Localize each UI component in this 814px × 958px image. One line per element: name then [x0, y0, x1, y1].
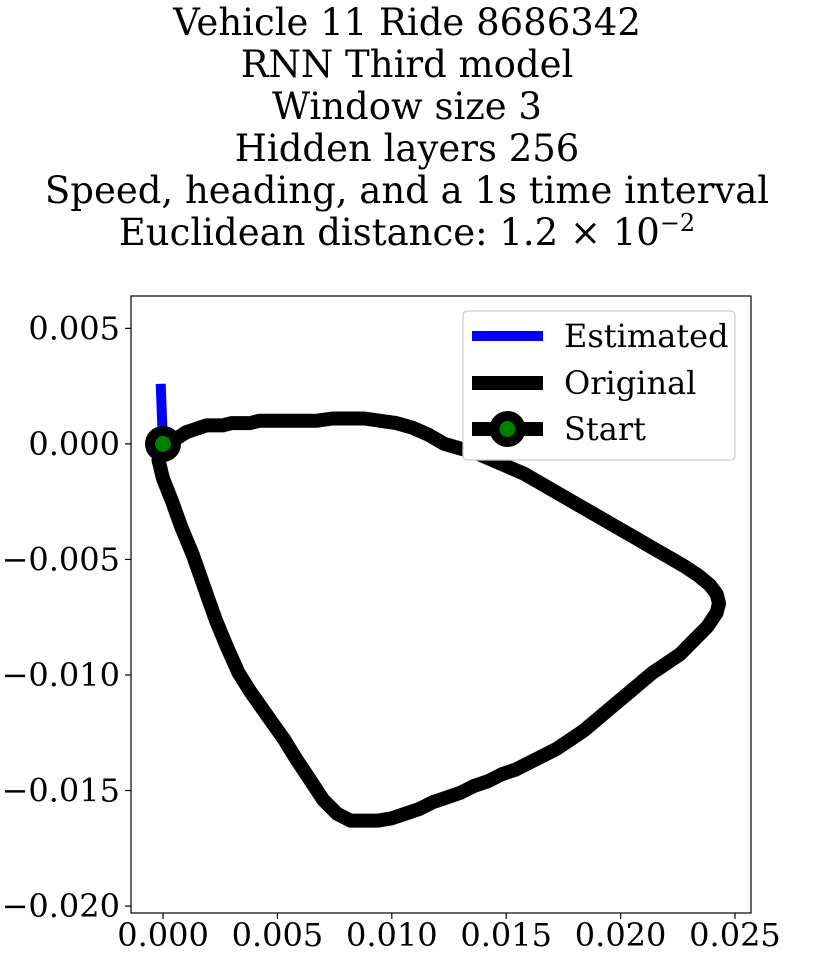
plot-frame: [130, 295, 752, 914]
original-series-line: [151, 411, 726, 828]
data-layer: [145, 383, 726, 828]
distance-exponent: −2: [659, 209, 696, 237]
title-line-4: Hidden layers 256: [234, 127, 580, 170]
y-tick-label: −0.010: [2, 656, 120, 694]
title-line-5: Speed, heading, and a 1s time interval: [44, 169, 770, 212]
legend-label-estimated: Estimated: [564, 317, 729, 355]
y-tick-label: −0.015: [2, 772, 120, 810]
legend-marker-start: [489, 411, 526, 447]
title-line-2: RNN Third model: [240, 43, 574, 86]
plot-area: [130, 295, 752, 914]
y-tick-label: 0.000: [28, 425, 120, 463]
y-tick-label: −0.005: [2, 540, 120, 578]
chart-title: Vehicle 11 Ride 8686342 RNN Third model …: [0, 2, 814, 254]
x-tick-label: 0.010: [346, 916, 438, 954]
title-line-1: Vehicle 11 Ride 8686342: [173, 1, 641, 44]
x-tick-label: 0.000: [117, 916, 209, 954]
legend-label-original: Original: [564, 364, 696, 402]
title-line-3: Window size 3: [272, 85, 542, 128]
axis-ticks: 0.000 0.005 0.010 0.015 0.020 0.025 0.005 0.000…: [2, 309, 781, 954]
legend: Estimated Original Start: [462, 310, 736, 461]
y-tick-label: −0.020: [2, 887, 120, 925]
title-line-distance: Euclidean distance: 1.2 × 10−2: [0, 209, 814, 254]
distance-label: Euclidean distance: 1.2 × 10: [118, 211, 660, 254]
x-tick-label: 0.020: [575, 916, 667, 954]
x-tick-label: 0.015: [460, 916, 552, 954]
x-tick-label: 0.005: [232, 916, 324, 954]
legend-label-start: Start: [564, 410, 646, 448]
y-tick-label: 0.005: [28, 309, 120, 347]
x-tick-label: 0.025: [689, 916, 781, 954]
start-marker: [145, 425, 182, 462]
